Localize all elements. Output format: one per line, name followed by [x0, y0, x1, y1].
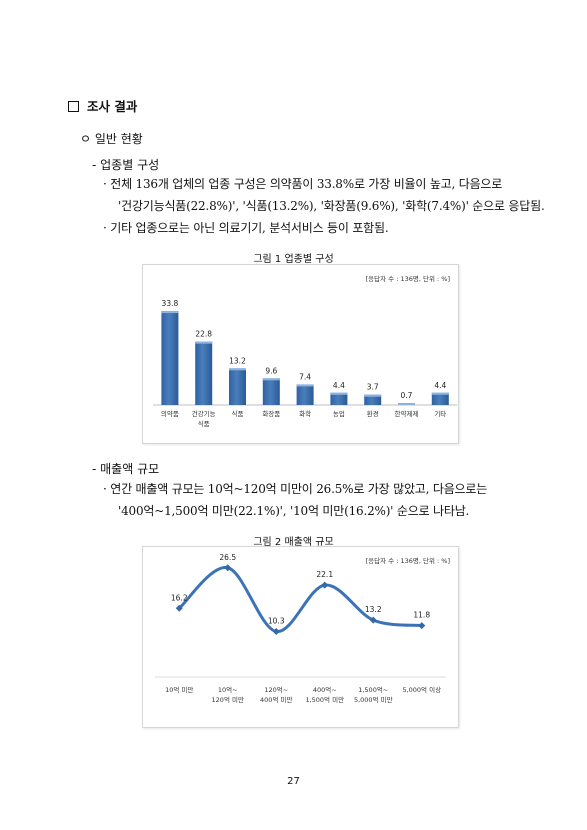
point-marker [321, 581, 329, 589]
sales-bullet1-line1: · 연간 매출액 규모는 10억~120억 미만이 26.5%로 가장 많았고,… [103, 482, 488, 496]
bar-value-label: 7.4 [299, 372, 311, 381]
point-marker [224, 564, 232, 572]
figure2-title: 그림 2 매출액 규모 [253, 537, 334, 548]
bar-value-label: 3.7 [367, 383, 379, 392]
subsection-heading: ㅇ 일반 현황 [80, 132, 143, 146]
industry-bar-chart: 33.8 의약품 22.8 건강기능 식품 13.2 식품 9.6 화장품 7.4 화학 4.4 농업 3… [153, 299, 458, 428]
line-category-label: 10억~ 120억 미만 [212, 686, 244, 704]
sales-chart-note: [응답자 수 : 136명, 단위 : %] [365, 557, 450, 565]
line-category-label: 5,000억 이상 [402, 685, 441, 694]
point-value-label: 16.2 [171, 593, 188, 602]
bar-category-label: 식품 [232, 409, 244, 418]
bar-category-label: 화장품 [262, 409, 280, 418]
point-marker [175, 604, 183, 612]
point-value-label: 13.2 [365, 605, 382, 614]
bar [431, 392, 449, 405]
line-category-label: 400억~ 1,500억 미만 [305, 686, 344, 704]
bar-value-label: 33.8 [162, 299, 179, 308]
line-category-label: 120억~ 400억 미만 [260, 686, 292, 704]
industry-heading: - 업종별 구성 [92, 158, 160, 172]
industry-chart-note: [응답자 수 : 136명, 단위 : %] [365, 275, 450, 283]
bar-highlight [330, 392, 348, 395]
sales-heading: - 매출액 규모 [92, 462, 160, 476]
point-value-label: 26.5 [219, 553, 236, 562]
section-title: 조사 결과 [87, 99, 138, 114]
bar-value-label: 0.7 [401, 391, 413, 400]
bar [161, 311, 179, 405]
bar-highlight [364, 394, 382, 397]
bar-value-label: 13.2 [229, 356, 246, 365]
bar-category-label: 건강기능 식품 [192, 409, 216, 428]
bar-category-label: 기타 [434, 409, 446, 418]
bar-value-label: 22.8 [195, 330, 212, 339]
bar-category-label: 한약제제 [395, 409, 419, 418]
industry-bullet1-line2: '건강기능식품(22.8%)', '식품(13.2%), '화장품(9.6%),… [118, 199, 545, 213]
bar [229, 368, 246, 405]
bar-highlight [161, 311, 179, 314]
point-marker [418, 622, 426, 630]
sales-chart-frame: [응답자 수 : 136명, 단위 : %] 16.2 10억 미만 26.5 10억… [142, 546, 459, 728]
bar [296, 384, 314, 405]
line-category-label: 10억 미만 [165, 685, 193, 694]
point-value-label: 10.3 [268, 616, 285, 625]
industry-bullet1-line1: · 전체 136개 업체의 업종 구성은 의약품이 33.8%로 가장 비율이 … [103, 177, 503, 191]
bar-category-label: 환경 [367, 409, 379, 418]
industry-bullet2: · 기타 업종으로는 아닌 의료기기, 분석서비스 등이 포함됨. [103, 221, 389, 235]
series-line [177, 566, 424, 633]
bar-value-label: 9.6 [265, 366, 277, 375]
industry-chart-frame: [응답자 수 : 136명, 단위 : %] 33.8 의약품 22.8 건강기능 식품… [142, 264, 459, 444]
bar-value-label: 4.4 [333, 381, 345, 390]
sales-bullet1-line2: '400억~1,500억 미만(22.1%)', '10억 미만(16.2%)'… [118, 504, 470, 518]
checkbox-square-icon [68, 101, 79, 112]
figure1-title: 그림 1 업종별 구성 [253, 254, 334, 265]
bar-highlight [431, 392, 449, 395]
section-heading: 조사 결과 [68, 96, 137, 115]
bar [195, 341, 213, 405]
bar-highlight [229, 368, 246, 371]
line-category-label: 1,500억~ 5,000억 미만 [354, 686, 393, 704]
bar-highlight [398, 403, 415, 405]
point-marker [369, 616, 377, 624]
point-marker [272, 627, 280, 635]
bar-category-label: 화학 [299, 409, 311, 418]
bar-value-label: 4.4 [434, 381, 446, 390]
bar [330, 392, 348, 405]
bar [364, 394, 382, 405]
bar-highlight [262, 378, 280, 381]
bar-category-label: 의약품 [161, 409, 179, 418]
sales-line-chart: 16.2 10억 미만 26.5 10억~ 120억 미만 10.3 120억~ 400억 미… [155, 553, 446, 704]
bar [262, 378, 280, 405]
page-number: 27 [287, 776, 300, 787]
bar-category-label: 농업 [333, 410, 345, 418]
point-value-label: 11.8 [413, 611, 430, 620]
bar-highlight [195, 341, 213, 344]
point-value-label: 22.1 [316, 570, 333, 579]
bar-highlight [296, 384, 314, 387]
